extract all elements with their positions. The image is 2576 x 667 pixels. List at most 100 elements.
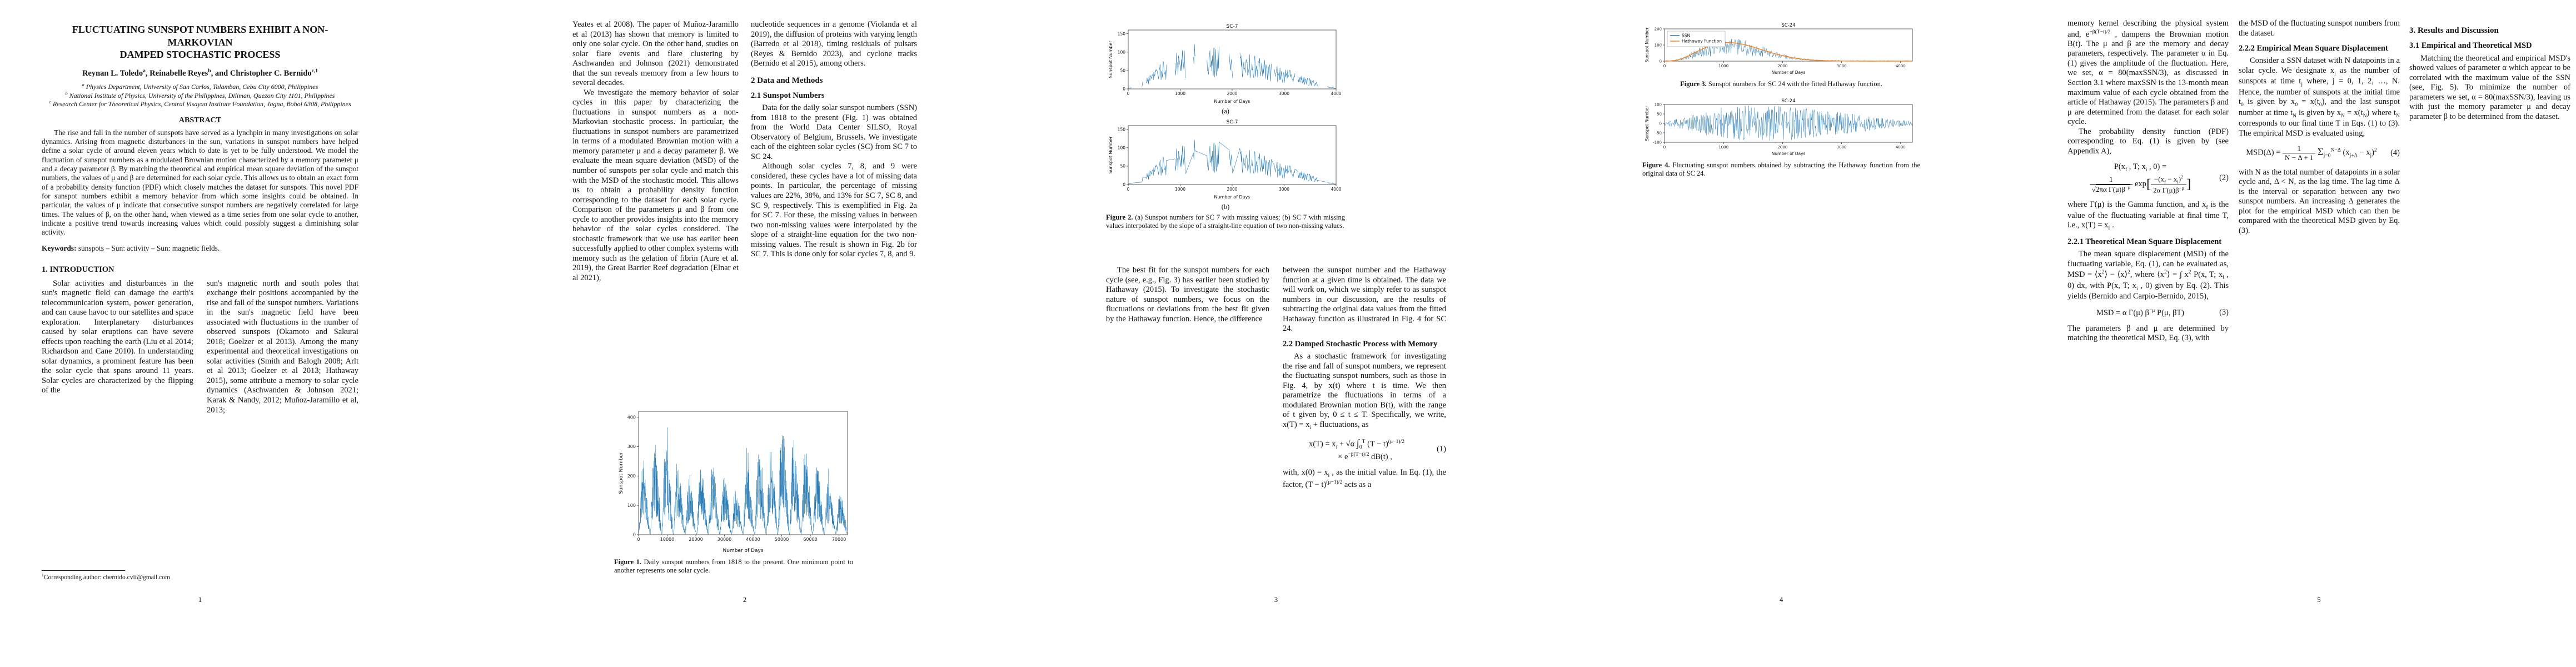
sc7-missing-values-chart: 0 1000 2000 3000 4000 0 50 100 150 SC-7 Number of … [1106,22,1345,107]
paragraph: the MSD of the fluctuating sunspot numbe… [2239,19,2400,38]
section-2-2-heading: 2.2 Damped Stochastic Process with Memor… [1283,339,1438,349]
paragraph: with N as the total number of datapoints… [2239,167,2400,235]
figure-4: 0 1000 2000 3000 4000 -100 -50 0 50 100 SC-24 Numbe… [1642,98,1920,178]
svg-text:300: 300 [627,444,636,449]
paragraph: Solar activities and disturbances in the… [42,278,193,395]
svg-text:150: 150 [1118,127,1126,132]
paragraph: Data for the daily solar sunspot numbers… [751,103,917,161]
equation-2-body: P(xf , T; xi , 0) = 1 √2πα Γ(μ)β−μ exp[−(x… [2067,162,2213,195]
svg-text:0: 0 [1663,64,1666,68]
equation-3-body: MSD = α Γ(μ) β−μ P(μ, βT) [2096,307,2185,317]
affiliation-a: a Physics Department, University of San … [82,82,318,91]
svg-text:2000: 2000 [1227,91,1237,96]
sc24-fluctuations-chart: 0 1000 2000 3000 4000 -100 -50 0 50 100 SC-24 Numbe… [1642,98,1920,160]
page-number-4: 4 [1779,596,1783,604]
equation-2: P(xf , T; xi , 0) = 1 √2πα Γ(μ)β−μ exp[−(x… [2067,162,2229,195]
page-3: 0 1000 2000 3000 4000 0 50 100 150 SC-7 Number of … [1106,0,1446,667]
page-5: memory kernel describing the physical sy… [2067,0,2570,667]
svg-text:2000: 2000 [1227,187,1237,192]
figure-3-caption: Figure 3. Sunspot numbers for SC 24 with… [1680,80,1882,88]
page-1: FLUCTUATING SUNSPOT NUMBERS EXHIBIT A NO… [42,0,358,667]
svg-text:SC-7: SC-7 [1227,24,1238,29]
page5-column-3: 3. Results and Discussion 3.1 Empirical … [2409,19,2570,122]
figure-2-caption: Figure 2. (a) Sunspot numbers for SC 7 w… [1106,213,1345,230]
page2-column-right: nucleotide sequences in a genome (Violan… [751,20,917,283]
svg-text:0: 0 [1127,91,1130,96]
svg-text:0: 0 [1123,182,1125,187]
svg-text:1000: 1000 [1718,145,1728,150]
paragraph: The probability density function (PDF) c… [2067,127,2229,156]
equation-4-number: (4) [2390,148,2400,157]
svg-text:100: 100 [627,503,636,508]
svg-text:3000: 3000 [1279,187,1289,192]
paragraph: Although solar cycles 7, 8, and 9 were c… [751,162,917,259]
paragraph: memory kernel describing the physical sy… [2067,19,2229,127]
intro-column-right: sun's magnetic north and south poles tha… [207,279,358,415]
sc7-interpolated-chart: 0 1000 2000 3000 4000 0 50 100 150 SC-7 Number of … [1106,118,1345,203]
paragraph: The parameters β and μ are determined by… [2067,323,2229,343]
paragraph: Matching the theoretical and empirical M… [2409,53,2570,121]
svg-text:200: 200 [1655,27,1662,32]
keywords-line: Keywords: sunspots – Sun: activity – Sun… [42,243,220,252]
svg-text:4000: 4000 [1331,91,1341,96]
svg-text:4000: 4000 [1896,145,1906,150]
section-2-2-2-heading: 2.2.2 Empirical Mean Square Displacement [2239,44,2388,53]
paragraph: Yeates et al 2008). The paper of Muñoz-J… [572,20,739,88]
page3-columns: The best fit for the sunspot numbers for… [1106,266,1446,490]
svg-text:3000: 3000 [1279,91,1289,96]
paragraph: between the sunspot number and the Hatha… [1283,266,1446,334]
svg-text:2000: 2000 [1777,145,1787,150]
svg-text:10000: 10000 [660,537,674,542]
page-number-3: 3 [1274,596,1278,604]
svg-text:SC-24: SC-24 [1781,98,1795,104]
svg-text:0: 0 [633,532,636,537]
intro-columns: Solar activities and disturbances in the… [42,279,358,415]
svg-text:0: 0 [1123,87,1125,92]
page-number-2: 2 [743,596,747,604]
svg-text:150: 150 [1118,31,1126,36]
svg-text:Number of Days: Number of Days [723,548,763,554]
section-3-1-heading: 3.1 Empirical and Theoretical MSD [2409,41,2532,51]
svg-text:0: 0 [1660,122,1662,126]
sc24-hathaway-fit-chart: 0 1000 2000 3000 4000 0 100 200 SC-24 Number of D… [1642,22,1920,78]
svg-text:Hathaway Function: Hathaway Function [1682,39,1722,44]
svg-text:2000: 2000 [1777,64,1787,68]
svg-text:Sunspot Number: Sunspot Number [1108,136,1113,174]
figure-3: 0 1000 2000 3000 4000 0 100 200 SC-24 Number of D… [1642,22,1920,88]
svg-text:1000: 1000 [1175,187,1185,192]
svg-text:50000: 50000 [775,537,789,542]
svg-text:0: 0 [1660,59,1662,64]
paragraph: The best fit for the sunspot numbers for… [1106,266,1269,323]
page3-column-right: between the sunspot number and the Hatha… [1283,266,1446,490]
section-3-heading: 3. Results and Discussion [2409,26,2499,35]
equation-3-number: (3) [2219,307,2229,317]
svg-text:Number of Days: Number of Days [1214,195,1250,200]
section-2-2-1-heading: 2.2.1 Theoretical Mean Square Displaceme… [2067,237,2222,246]
intro-column-left: Solar activities and disturbances in the… [42,279,193,415]
footnote-rule [42,570,125,571]
svg-text:4000: 4000 [1896,64,1906,68]
svg-text:Sunspot Number: Sunspot Number [1108,41,1113,78]
paragraph: nucleotide sequences in a genome (Violan… [751,20,917,68]
svg-text:1000: 1000 [1718,64,1728,68]
svg-text:4000: 4000 [1331,187,1341,192]
paragraph: The mean square displacement (MSD) of th… [2067,250,2229,301]
svg-text:Number of Days: Number of Days [1772,70,1806,75]
svg-text:100: 100 [1655,43,1662,48]
page3-column-left: The best fit for the sunspot numbers for… [1106,266,1269,490]
svg-text:30000: 30000 [718,537,731,542]
svg-text:0: 0 [1127,187,1130,192]
svg-text:70000: 70000 [832,537,846,542]
affiliation-b: b National Institute of Physics, Univers… [65,91,335,99]
paper-title: FLUCTUATING SUNSPOT NUMBERS EXHIBIT A NO… [72,24,328,60]
page2-columns: Yeates et al 2008). The paper of Muñoz-J… [572,20,917,283]
figure-4-caption: Figure 4. Fluctuating sunspot numbers ob… [1642,161,1920,178]
equation-2-number: (2) [2219,173,2229,183]
svg-text:-50: -50 [1656,131,1662,136]
svg-text:Number of Days: Number of Days [1772,151,1806,156]
abstract-text: The rise and fall in the number of sunsp… [42,128,358,237]
svg-text:50: 50 [1120,164,1125,169]
svg-text:SC-7: SC-7 [1227,120,1238,125]
